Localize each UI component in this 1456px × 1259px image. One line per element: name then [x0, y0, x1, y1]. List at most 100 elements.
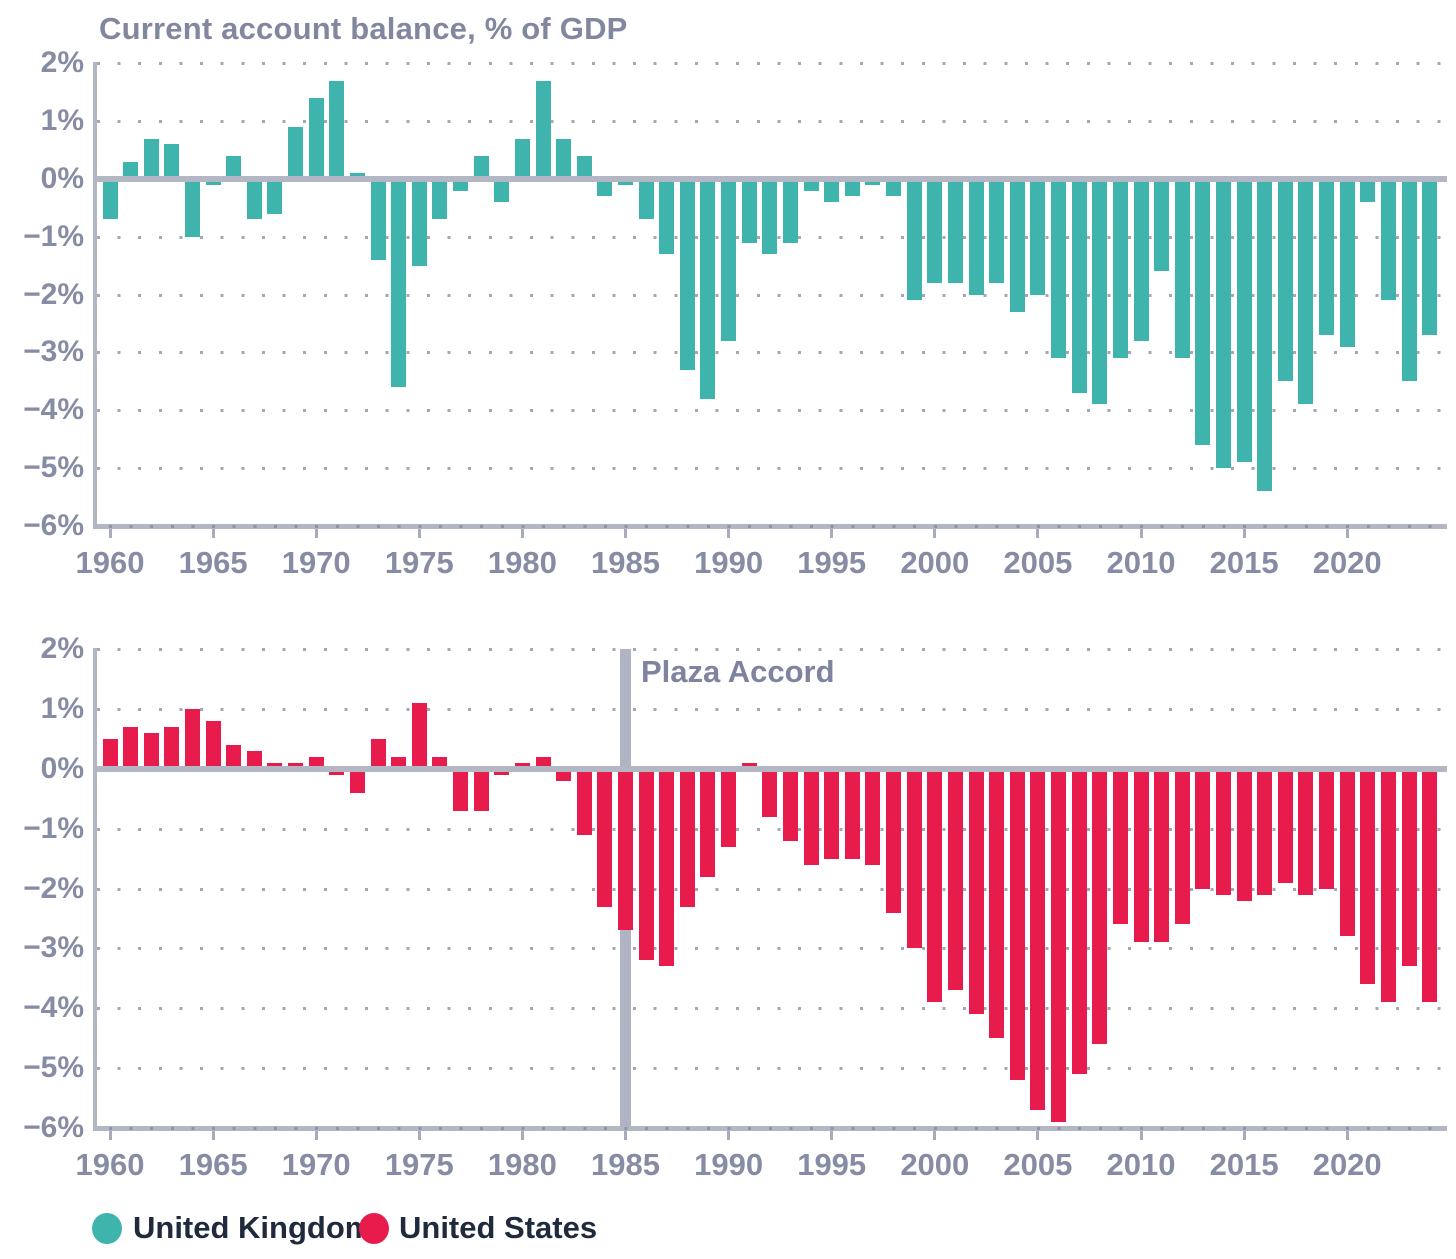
- bar-united-kingdom-1962: [143, 138, 159, 179]
- gridline-1pct: [97, 120, 1449, 124]
- x-tick-label-2005: 2005: [1003, 544, 1073, 580]
- bar-united-states-2018: [1298, 769, 1314, 895]
- bar-united-kingdom-1986: [638, 179, 654, 220]
- bar-united-states-1999: [906, 769, 922, 949]
- x-tick-label-2020: 2020: [1312, 1146, 1382, 1182]
- bar-united-kingdom-1988: [679, 179, 695, 370]
- bar-united-states-2003: [989, 769, 1005, 1039]
- bar-united-kingdom-2012: [1174, 179, 1190, 359]
- bar-united-states-2007: [1071, 769, 1087, 1074]
- bar-united-kingdom-2006: [1051, 179, 1067, 359]
- x-tick-2005: [1036, 528, 1040, 538]
- x-tick-label-1975: 1975: [384, 1146, 454, 1182]
- bar-united-kingdom-1976: [432, 179, 448, 220]
- y-tick-label-0pct: 0%: [40, 162, 84, 195]
- y-tick-label--6pct: −6%: [23, 1110, 84, 1144]
- bar-united-kingdom-1993: [782, 179, 798, 243]
- x-tick-1980: [520, 528, 524, 538]
- bar-united-kingdom-1989: [700, 179, 716, 399]
- x-tick-label-1995: 1995: [797, 544, 867, 580]
- gridline-2pct: [97, 62, 1449, 66]
- bar-united-kingdom-1977: [453, 179, 469, 191]
- y-axis-line: [93, 648, 97, 1131]
- bar-united-kingdom-1983: [576, 155, 592, 179]
- bar-united-kingdom-2011: [1154, 179, 1170, 272]
- bar-united-kingdom-2019: [1319, 179, 1335, 336]
- bar-united-kingdom-2021: [1360, 179, 1376, 203]
- gridline--1pct: [97, 827, 1449, 831]
- x-tick-2020: [1345, 528, 1349, 538]
- bar-united-states-2021: [1360, 769, 1376, 985]
- x-tick-label-1990: 1990: [694, 544, 764, 580]
- gridline--3pct: [97, 947, 1449, 951]
- x-tick-label-1980: 1980: [487, 544, 557, 580]
- bar-united-states-2017: [1277, 769, 1293, 883]
- bar-united-states-1964: [184, 709, 200, 769]
- bar-united-kingdom-2017: [1277, 179, 1293, 382]
- bar-united-states-1996: [844, 769, 860, 859]
- bar-united-states-1962: [143, 733, 159, 769]
- bar-united-states-1988: [679, 769, 695, 907]
- x-tick-label-1975: 1975: [384, 544, 454, 580]
- y-tick-label-1pct: 1%: [40, 104, 84, 138]
- bar-united-states-2005: [1030, 769, 1046, 1110]
- x-tick-1995: [830, 1130, 834, 1140]
- bar-united-kingdom-1973: [370, 179, 386, 260]
- x-tick-1970: [314, 1130, 318, 1140]
- bar-united-states-2022: [1380, 769, 1396, 1003]
- uk-legend-dot-icon: [92, 1213, 122, 1244]
- bar-united-states-1992: [762, 769, 778, 817]
- bar-united-kingdom-1966: [226, 155, 242, 179]
- bar-united-kingdom-1979: [494, 179, 510, 203]
- x-tick-2000: [933, 528, 937, 538]
- bar-united-states-1960: [102, 739, 118, 769]
- bar-united-states-1976: [432, 757, 448, 769]
- x-tick-label-1970: 1970: [281, 544, 351, 580]
- bar-united-kingdom-1964: [184, 179, 200, 237]
- y-tick-label--4pct: −4%: [23, 991, 84, 1025]
- x-axis-minor-ticks: [108, 1126, 1449, 1130]
- bar-united-states-1966: [226, 745, 242, 769]
- x-tick-1990: [727, 528, 731, 538]
- x-tick-label-1990: 1990: [694, 1146, 764, 1182]
- bar-united-states-1982: [556, 769, 572, 781]
- bar-united-kingdom-1968: [267, 179, 283, 214]
- gridline-1pct: [97, 708, 1449, 712]
- bar-united-states-1985: [618, 769, 633, 931]
- bar-united-kingdom-1974: [391, 179, 407, 388]
- x-tick-label-1985: 1985: [591, 1146, 660, 1182]
- bar-united-kingdom-2010: [1133, 179, 1149, 341]
- bar-united-states-1961: [123, 727, 139, 769]
- bar-united-kingdom-1980: [514, 138, 530, 179]
- gridline--4pct: [97, 1007, 1449, 1011]
- y-tick-label--5pct: −5%: [23, 451, 84, 484]
- x-tick-2000: [933, 1130, 937, 1140]
- x-tick-label-1960: 1960: [75, 1146, 145, 1182]
- y-axis-line: [93, 62, 97, 529]
- bar-united-kingdom-1999: [906, 179, 922, 301]
- bar-united-states-1977: [453, 769, 469, 811]
- x-tick-2015: [1242, 1130, 1246, 1140]
- x-tick-label-1965: 1965: [178, 544, 248, 580]
- bar-united-kingdom-1981: [535, 80, 551, 179]
- bar-united-states-1993: [782, 769, 798, 841]
- bar-united-kingdom-1970: [308, 98, 324, 179]
- y-tick-label--4pct: −4%: [23, 393, 84, 427]
- x-tick-1990: [727, 1130, 731, 1140]
- x-tick-1985: [624, 528, 627, 538]
- bar-united-states-1989: [700, 769, 716, 877]
- bar-united-states-1994: [803, 769, 819, 865]
- bar-united-states-2009: [1112, 769, 1128, 925]
- bar-united-kingdom-2007: [1071, 179, 1087, 393]
- bar-united-states-2008: [1092, 769, 1108, 1045]
- x-tick-label-1970: 1970: [281, 1146, 351, 1182]
- bar-united-states-2002: [968, 769, 984, 1015]
- chart-title: Current account balance, % of GDP: [99, 11, 628, 46]
- x-tick-2005: [1036, 1130, 1040, 1140]
- gridline--3pct: [97, 351, 1449, 355]
- us-legend-dot-icon: [359, 1213, 389, 1244]
- bar-united-states-2024: [1422, 769, 1438, 1003]
- bar-united-kingdom-2014: [1215, 179, 1231, 468]
- bar-united-states-1995: [824, 769, 840, 859]
